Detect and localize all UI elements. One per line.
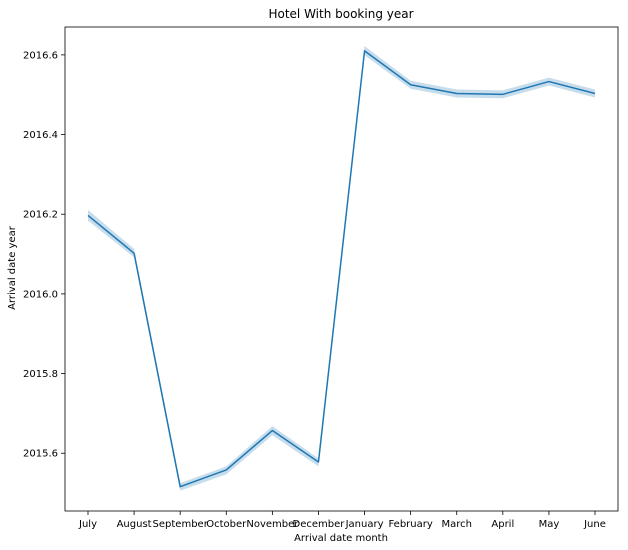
x-tick-label: December: [293, 519, 346, 530]
series-line: [87, 50, 596, 488]
plot-background: [65, 27, 618, 511]
chart-title: Hotel With booking year: [268, 7, 413, 21]
plot-area: [64, 26, 619, 512]
plot-frame: [64, 26, 619, 512]
y-axis: 2015.6 2015.8 2016.0 2016.2 2016.4 2016.6: [23, 50, 65, 460]
x-tick-label: April: [491, 519, 514, 530]
x-tick-label: August: [117, 519, 152, 530]
x-tick-label: January: [345, 519, 384, 530]
x-tick-label: May: [539, 519, 560, 530]
x-tick-label: February: [388, 519, 432, 530]
y-tick-label: 2015.6: [23, 449, 58, 460]
y-tick-label: 2016.6: [23, 50, 58, 61]
y-tick-label: 2016.4: [23, 130, 58, 141]
x-tick-label: September: [153, 519, 209, 530]
x-tick-label: July: [78, 519, 97, 530]
y-axis-label: Arrival date year: [7, 225, 18, 310]
x-tick-label: October: [206, 519, 247, 530]
x-tick-label: November: [246, 519, 299, 530]
y-tick-label: 2016.2: [23, 210, 58, 221]
x-tick-label: March: [441, 519, 471, 530]
y-tick-label: 2015.8: [23, 369, 58, 380]
y-tick-label: 2016.0: [23, 289, 58, 300]
x-axis-label: Arrival date month: [294, 533, 388, 544]
x-tick-label: June: [583, 519, 606, 530]
